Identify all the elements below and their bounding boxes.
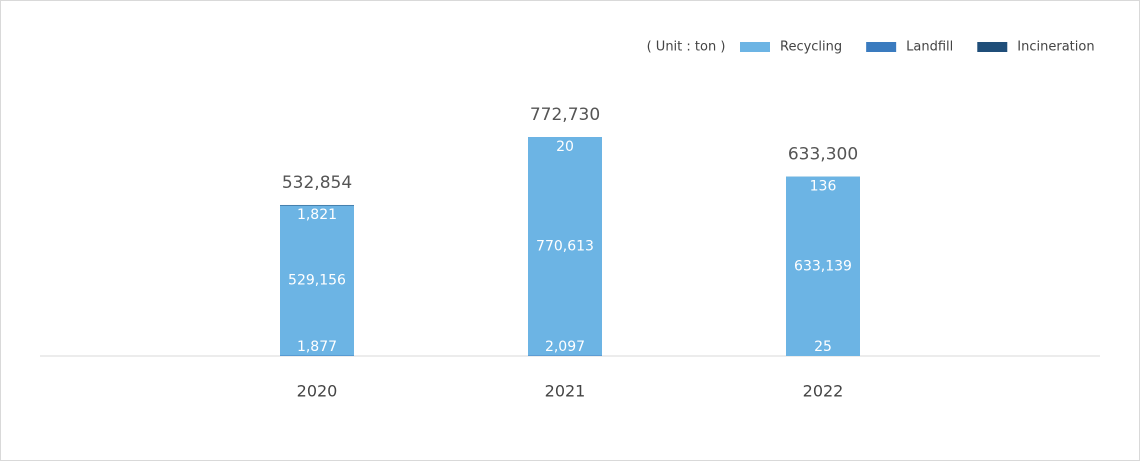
legend-label: Landfill <box>906 40 953 55</box>
value-label: 25 <box>814 339 832 355</box>
bar-segment <box>280 355 354 356</box>
x-tick-label: 2020 <box>297 382 338 401</box>
bar-segment <box>528 355 602 356</box>
value-label: 1,877 <box>297 339 337 355</box>
x-tick-label: 2022 <box>803 382 844 401</box>
unit-label: ( Unit : ton ) <box>647 40 726 55</box>
total-label: 633,300 <box>788 145 858 165</box>
legend-swatch <box>977 42 1008 52</box>
x-tick-label: 2021 <box>545 382 586 401</box>
value-label: 529,156 <box>288 272 346 288</box>
value-label: 770,613 <box>536 239 594 255</box>
value-label: 20 <box>556 139 574 155</box>
bar-segment <box>280 204 354 206</box>
legend-label: Incineration <box>1017 40 1094 55</box>
value-label: 2,097 <box>545 339 585 355</box>
value-label: 633,139 <box>794 258 852 274</box>
bar-segment <box>528 137 602 356</box>
bar-segment <box>786 176 860 356</box>
bar-segment <box>280 205 354 356</box>
legend-swatch <box>866 42 897 52</box>
legend-swatch <box>740 42 770 52</box>
value-label: 136 <box>810 179 837 195</box>
value-label: 1,821 <box>297 207 337 223</box>
legend-label: Recycling <box>780 40 842 55</box>
total-label: 532,854 <box>282 173 352 193</box>
total-label: 772,730 <box>530 105 600 125</box>
